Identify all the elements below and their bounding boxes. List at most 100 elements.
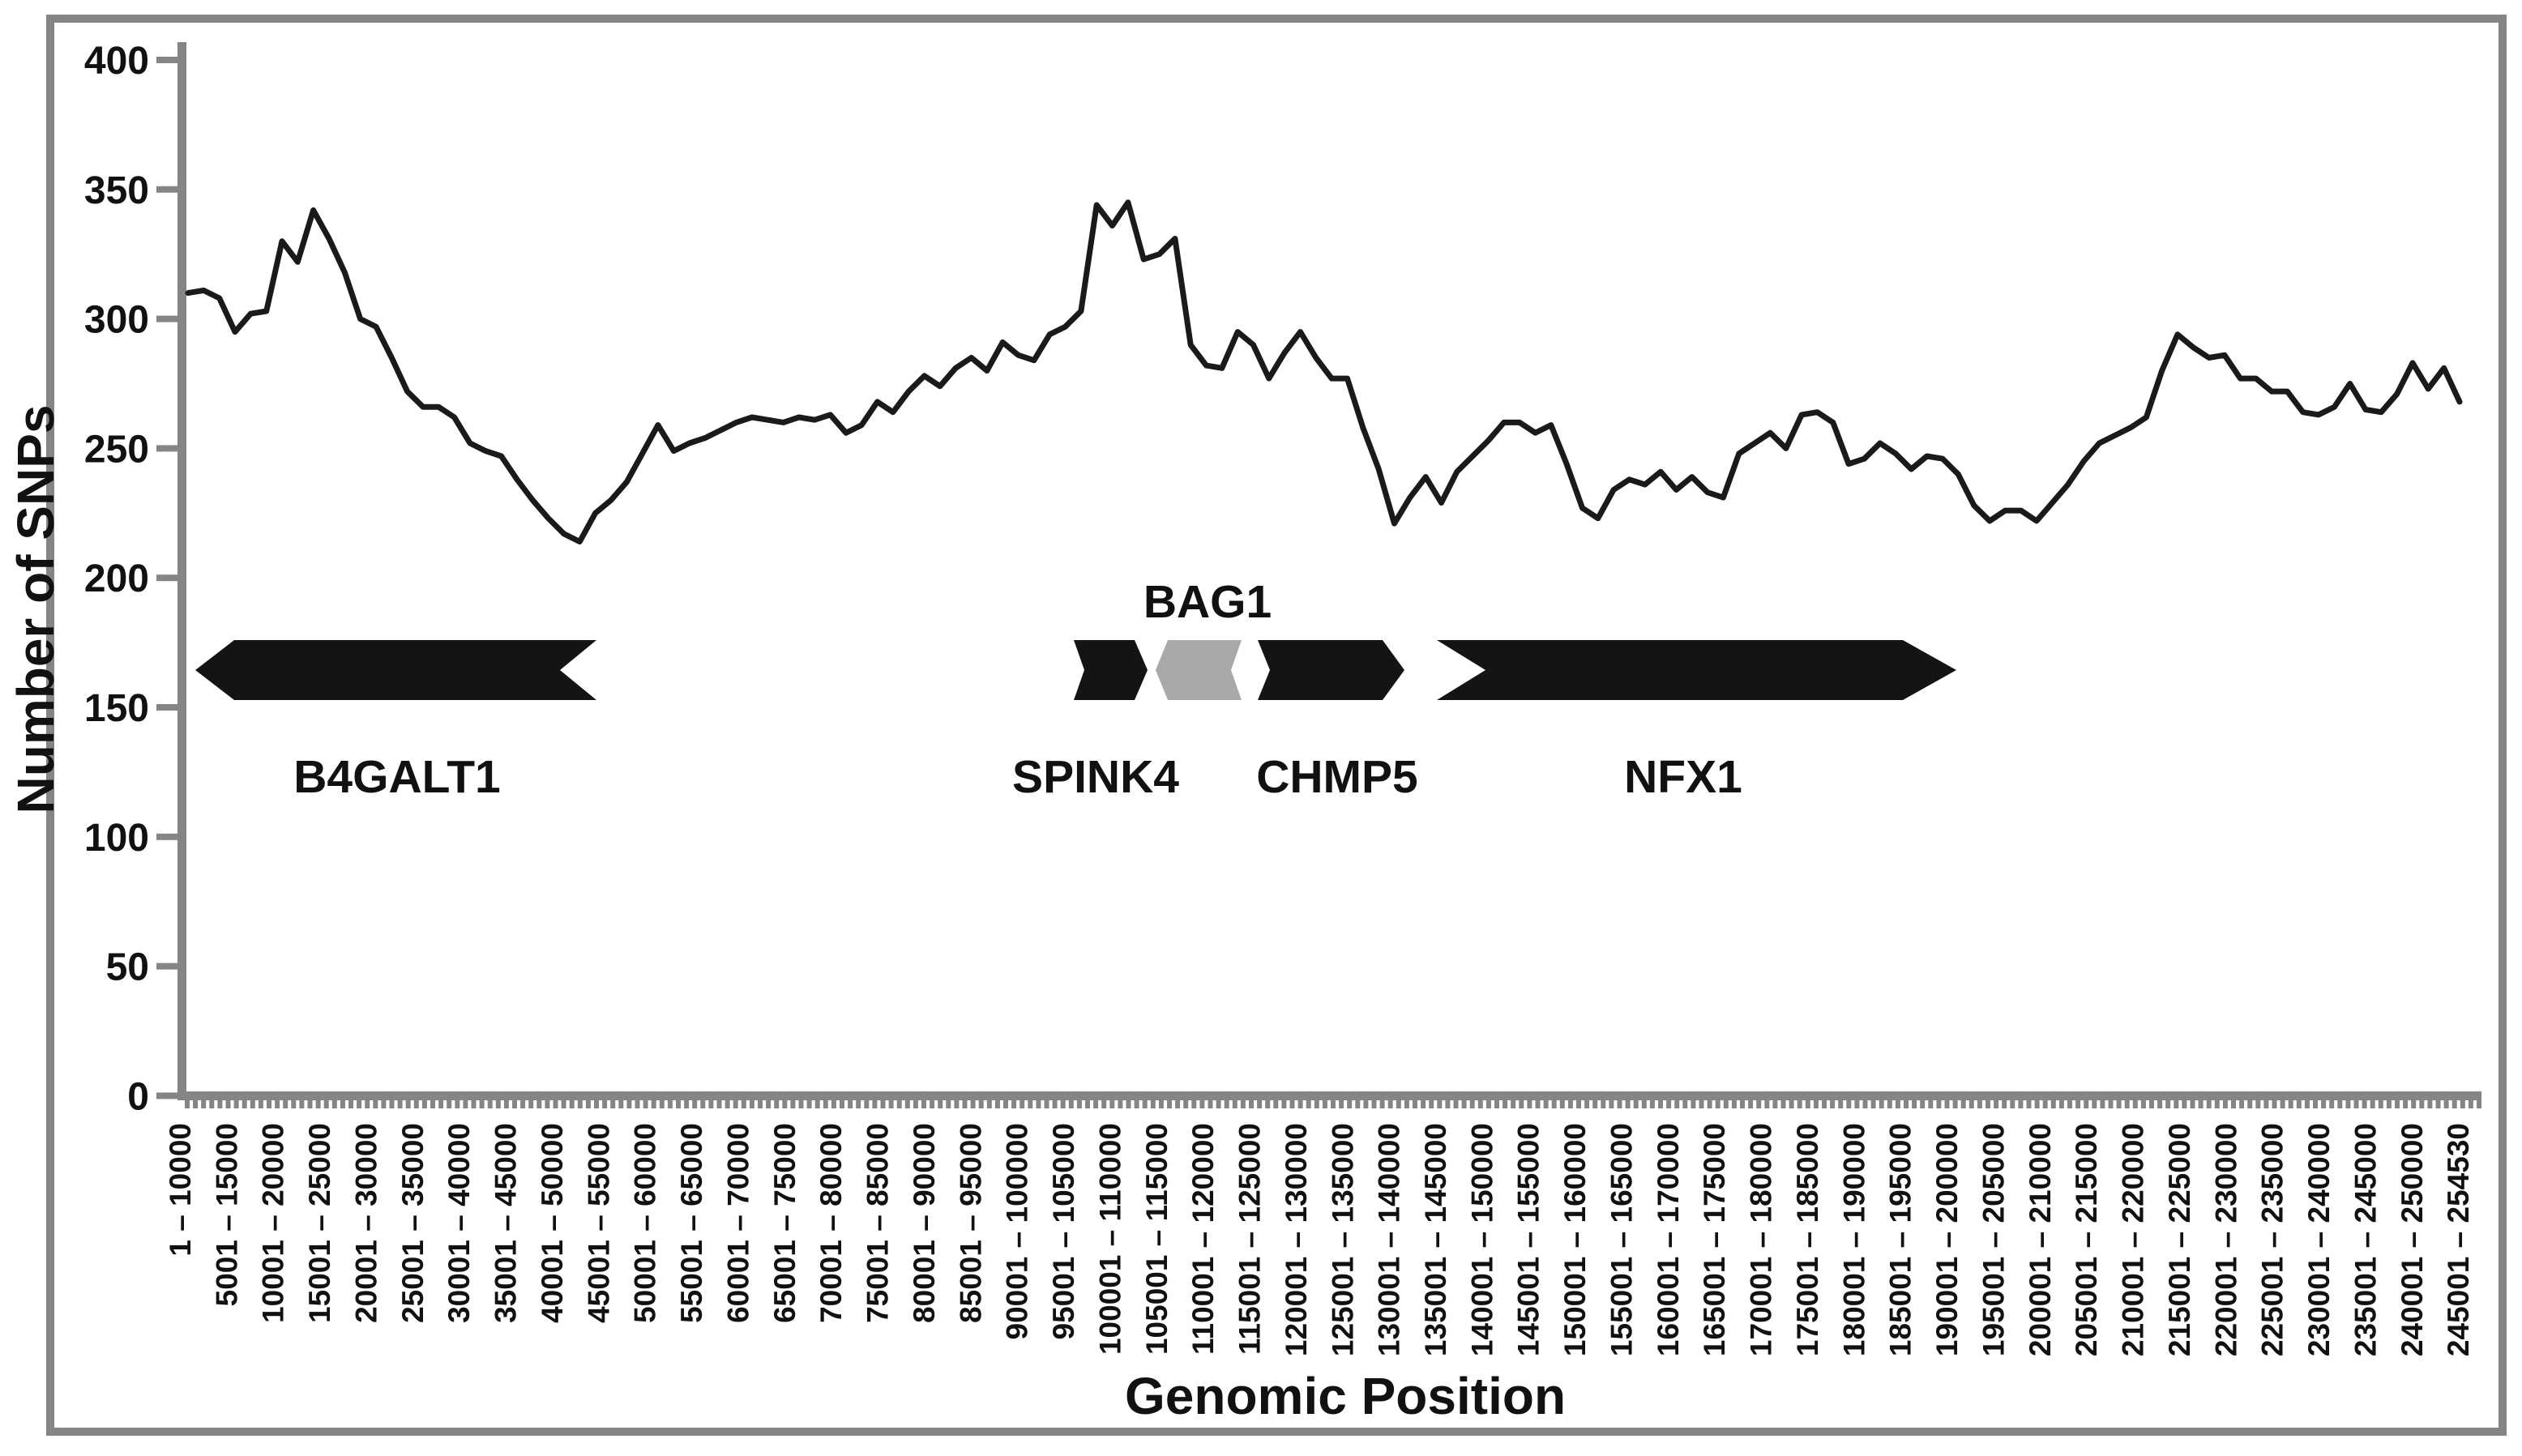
- gene-arrow-bag1: [1156, 640, 1242, 700]
- x-window-label: 1 – 10000: [164, 1123, 197, 1257]
- x-tick: [2190, 1100, 2195, 1108]
- x-tick: [700, 1100, 706, 1108]
- x-tick: [962, 1100, 968, 1108]
- x-tick: [1511, 1100, 1516, 1108]
- x-tick: [1453, 1100, 1459, 1108]
- y-tick-label: 250: [84, 428, 149, 471]
- x-tick: [447, 1100, 452, 1108]
- x-tick: [1240, 1100, 1246, 1108]
- x-tick: [520, 1100, 526, 1108]
- x-window-label: 15001 – 25000: [303, 1123, 336, 1323]
- x-tick: [2050, 1100, 2056, 1108]
- x-tick: [667, 1100, 673, 1108]
- y-tick-label: 50: [106, 946, 149, 989]
- x-tick: [1297, 1100, 1303, 1108]
- x-tick: [307, 1100, 313, 1108]
- x-tick: [1494, 1100, 1499, 1108]
- x-tick: [1036, 1100, 1041, 1108]
- x-tick: [2222, 1100, 2228, 1108]
- x-window-label: 240001 – 250000: [2396, 1123, 2429, 1356]
- x-tick: [618, 1100, 624, 1108]
- x-tick: [209, 1100, 215, 1108]
- x-window-label: 65001 – 75000: [768, 1123, 801, 1323]
- x-tick: [1347, 1100, 1353, 1108]
- x-tick: [2443, 1100, 2449, 1108]
- x-tick: [1175, 1100, 1181, 1108]
- x-tick: [233, 1100, 239, 1108]
- x-tick: [2034, 1100, 2040, 1108]
- x-tick: [2214, 1100, 2220, 1108]
- y-tick-label: 400: [84, 40, 149, 83]
- y-tick: [156, 315, 178, 322]
- x-axis-ticks: [185, 1100, 2481, 1108]
- x-window-label: 20001 – 30000: [349, 1123, 383, 1323]
- x-tick: [430, 1100, 435, 1108]
- x-tick: [1887, 1100, 1892, 1108]
- x-tick: [323, 1100, 329, 1108]
- x-tick: [2313, 1100, 2318, 1108]
- x-tick: [577, 1100, 583, 1108]
- y-tick: [156, 186, 178, 193]
- x-tick: [2468, 1100, 2473, 1108]
- x-tick: [1355, 1100, 1361, 1108]
- x-window-label: 180001 – 190000: [1837, 1123, 1870, 1356]
- x-window-label: 95001 – 105000: [1047, 1123, 1080, 1340]
- x-tick: [1838, 1100, 1844, 1108]
- x-tick: [348, 1100, 353, 1108]
- x-tick: [1076, 1100, 1082, 1108]
- x-tick: [1314, 1100, 1319, 1108]
- x-window-label: 135001 – 145000: [1419, 1123, 1452, 1356]
- x-window-label: 175001 – 185000: [1791, 1123, 1824, 1356]
- x-tick: [1764, 1100, 1770, 1108]
- x-tick: [2026, 1100, 2032, 1108]
- x-tick: [267, 1100, 271, 1108]
- x-window-label: 55001 – 65000: [675, 1123, 708, 1323]
- x-tick: [798, 1100, 804, 1108]
- x-tick: [503, 1100, 509, 1108]
- x-tick: [970, 1100, 976, 1108]
- y-tick-label: 300: [84, 299, 149, 342]
- x-tick: [1265, 1100, 1271, 1108]
- x-tick: [2149, 1100, 2154, 1108]
- x-tick: [2132, 1100, 2138, 1108]
- x-tick: [405, 1100, 411, 1108]
- x-tick: [790, 1100, 796, 1108]
- x-tick: [2165, 1100, 2171, 1108]
- x-window-label: 215001 – 225000: [2163, 1123, 2196, 1356]
- y-tick-label: 150: [84, 687, 149, 730]
- y-tick-label: 100: [84, 817, 149, 860]
- y-tick-label: 350: [84, 169, 149, 212]
- x-tick: [2378, 1100, 2383, 1108]
- x-tick: [1060, 1100, 1066, 1108]
- x-tick: [315, 1100, 321, 1108]
- x-tick: [1429, 1100, 1434, 1108]
- x-window-label: 160001 – 170000: [1652, 1123, 1685, 1356]
- x-tick: [2231, 1100, 2236, 1108]
- x-tick: [1772, 1100, 1778, 1108]
- x-window-label: 245001 – 254530: [2442, 1123, 2475, 1356]
- x-tick: [1870, 1100, 1876, 1108]
- x-tick: [840, 1100, 844, 1108]
- x-tick: [1977, 1100, 1982, 1108]
- x-tick: [2362, 1100, 2367, 1108]
- x-window-label: 75001 – 85000: [861, 1123, 895, 1323]
- x-tick: [275, 1100, 280, 1108]
- x-tick: [1952, 1100, 1958, 1108]
- x-tick: [1445, 1100, 1451, 1108]
- x-tick: [2435, 1100, 2441, 1108]
- x-tick: [1191, 1100, 1197, 1108]
- y-tick: [156, 445, 178, 452]
- x-tick: [1404, 1100, 1409, 1108]
- x-tick: [2296, 1100, 2302, 1108]
- x-tick: [1846, 1100, 1852, 1108]
- x-tick: [1559, 1100, 1565, 1108]
- x-window-label: 10001 – 20000: [257, 1123, 290, 1323]
- x-tick: [1740, 1100, 1745, 1108]
- x-tick: [848, 1100, 853, 1108]
- x-tick: [1756, 1100, 1762, 1108]
- x-tick: [856, 1100, 861, 1108]
- x-tick: [397, 1100, 403, 1108]
- x-tick: [831, 1100, 836, 1108]
- x-axis-title: Genomic Position: [1125, 1367, 1566, 1425]
